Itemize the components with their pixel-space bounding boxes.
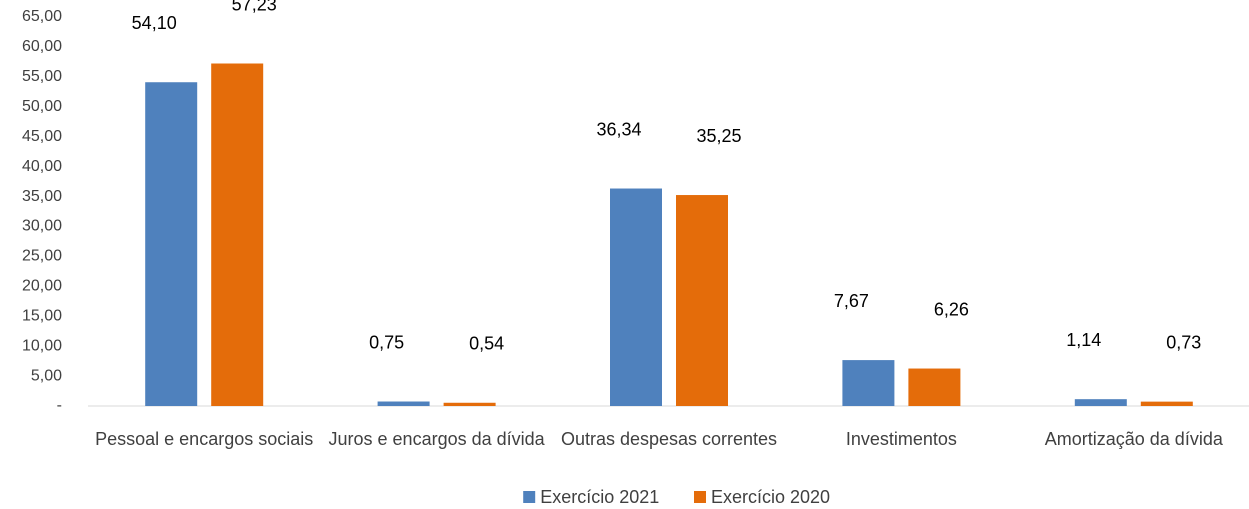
bar: [1140, 401, 1193, 406]
bar: [377, 401, 430, 406]
y-tick-label: 40,00: [22, 158, 62, 175]
legend-label: Exercício 2021: [540, 487, 659, 507]
data-label: 6,26: [934, 299, 969, 319]
legend-label: Exercício 2020: [711, 487, 830, 507]
data-label: 36,34: [596, 119, 641, 139]
y-tick-label: 25,00: [22, 248, 62, 265]
bar: [908, 368, 961, 406]
data-label: 0,54: [469, 334, 504, 354]
bar: [1074, 399, 1127, 406]
data-label: 54,10: [132, 13, 177, 33]
y-tick-label: -: [57, 397, 62, 414]
bar: [842, 360, 895, 406]
y-tick-label: 65,00: [22, 8, 62, 25]
bar: [610, 188, 662, 406]
y-tick-label: 45,00: [22, 128, 62, 145]
legend-swatch: [694, 491, 706, 503]
x-tick-label: Outras despesas correntes: [560, 429, 778, 449]
bar: [145, 82, 198, 407]
y-tick-label: 10,00: [22, 337, 62, 354]
y-tick-label: 20,00: [22, 278, 62, 295]
bar: [676, 195, 728, 406]
y-tick-label: 60,00: [22, 38, 62, 55]
y-tick-label: 15,00: [22, 307, 62, 324]
y-tick-label: 55,00: [22, 68, 62, 85]
x-tick-label: Amortização da dívida: [1044, 429, 1223, 449]
data-label: 1,14: [1066, 330, 1101, 350]
y-tick-label: 5,00: [31, 367, 62, 384]
y-tick-label: 50,00: [22, 98, 62, 115]
y-tick-label: 30,00: [22, 218, 62, 235]
x-tick-label: Pessoal e encargos sociais: [95, 429, 314, 449]
x-tick-label: Juros e encargos da dívida: [328, 429, 545, 449]
legend-swatch: [523, 491, 536, 503]
data-label: 35,25: [696, 126, 741, 146]
y-tick-label: 35,00: [22, 188, 62, 205]
data-label: 7,67: [834, 291, 869, 311]
data-label: 0,73: [1166, 332, 1201, 352]
bar: [211, 63, 264, 407]
data-label: 0,75: [369, 332, 404, 352]
bar: [443, 402, 496, 406]
data-label: 57,23: [232, 0, 277, 14]
x-tick-label: Investimentos: [845, 429, 957, 449]
